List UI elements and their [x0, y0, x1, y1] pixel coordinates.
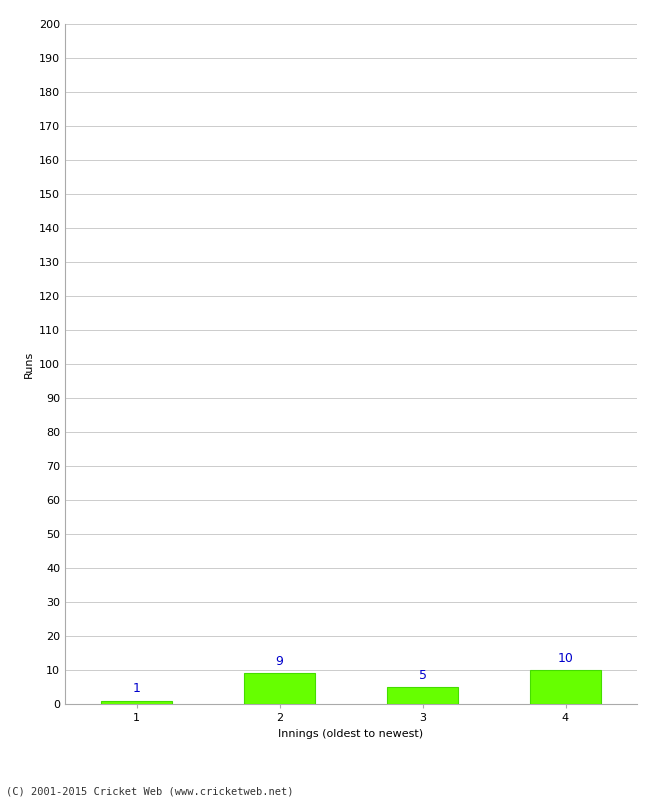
Bar	[101, 701, 172, 704]
Text: (C) 2001-2015 Cricket Web (www.cricketweb.net): (C) 2001-2015 Cricket Web (www.cricketwe…	[6, 786, 294, 796]
Bar	[387, 687, 458, 704]
Text: 10: 10	[558, 652, 573, 665]
X-axis label: Innings (oldest to newest): Innings (oldest to newest)	[278, 729, 424, 738]
Bar	[530, 670, 601, 704]
Y-axis label: Runs: Runs	[23, 350, 33, 378]
Text: 1: 1	[133, 682, 140, 695]
Bar	[244, 674, 315, 704]
Text: 5: 5	[419, 669, 426, 682]
Text: 9: 9	[276, 655, 283, 668]
